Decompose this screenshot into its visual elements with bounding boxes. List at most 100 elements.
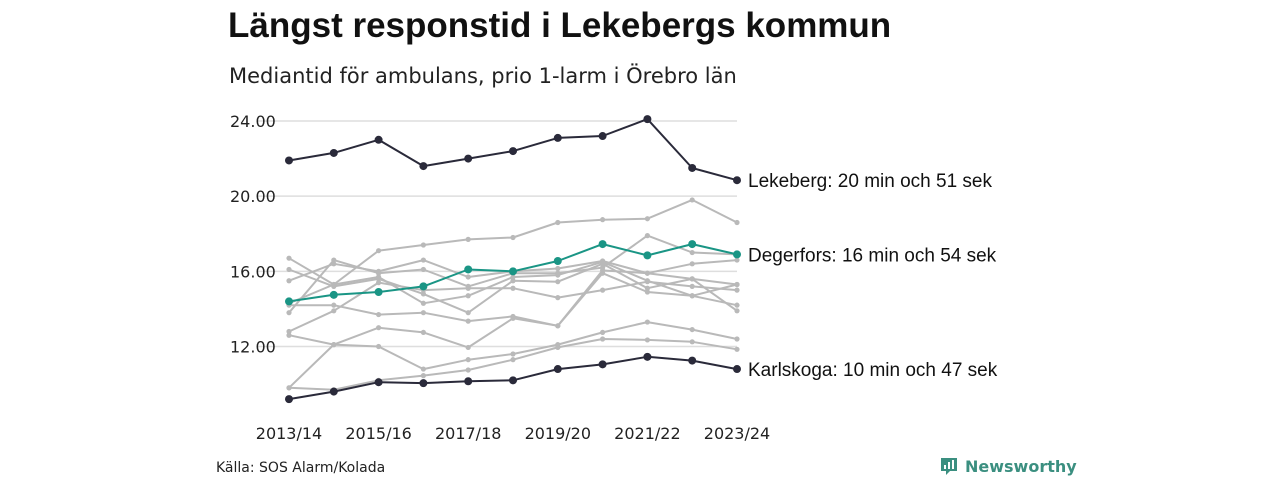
series-end-labels: Lekeberg: 20 min och 51 sek Degerfors: 16… — [748, 171, 998, 381]
source-note: Källa: SOS Alarm/Kolada — [216, 460, 386, 476]
highlight-series-point — [464, 377, 473, 386]
highlight-series-point — [464, 154, 473, 163]
background-series — [286, 197, 740, 393]
background-series-point — [286, 266, 292, 273]
x-tick-label: 2019/20 — [525, 424, 591, 443]
highlight-series-point — [374, 378, 383, 387]
highlight-series-point — [419, 162, 428, 171]
background-series-point — [376, 274, 382, 280]
highlight-series-point — [419, 379, 428, 388]
y-tick-label: 16.00 — [230, 262, 276, 281]
background-series-point — [331, 342, 337, 348]
background-series-point — [644, 279, 651, 285]
background-series-point — [644, 270, 651, 276]
background-series-point — [331, 261, 337, 267]
x-axis-ticks: 2013/14 2015/16 2017/18 2019/20 2021/22 2023/… — [256, 424, 770, 443]
background-series-point — [331, 281, 337, 288]
background-series-point — [465, 310, 471, 316]
background-series-point — [734, 281, 740, 288]
highlight-series-point — [374, 288, 383, 297]
background-series-point — [286, 278, 292, 284]
y-tick-label: 12.00 — [230, 338, 276, 357]
background-series-point — [465, 285, 471, 291]
highlighted-series — [285, 115, 741, 404]
background-series-point — [689, 283, 695, 289]
highlight-series-point — [643, 115, 652, 124]
highlight-series-point — [643, 251, 652, 260]
y-tick-label: 20.00 — [230, 187, 276, 206]
series-end-label: Karlskoga: 10 min och 47 sek — [748, 360, 998, 381]
highlight-series-point — [285, 156, 293, 165]
background-series-point — [644, 337, 651, 343]
background-series-point — [331, 257, 337, 263]
background-series-point — [555, 265, 561, 272]
y-tick-label: 24.00 — [230, 112, 276, 131]
background-series-point — [286, 255, 292, 261]
highlight-series-point — [733, 176, 741, 185]
background-series-point — [376, 343, 382, 350]
background-series-point — [331, 302, 337, 308]
highlight-series-point — [643, 352, 652, 361]
background-series-point — [555, 295, 561, 301]
highlight-series-point — [285, 297, 293, 306]
background-series-point — [465, 293, 471, 299]
highlight-series-point — [329, 387, 338, 396]
highlight-series-point — [598, 360, 607, 369]
background-series-point — [644, 319, 651, 325]
background-series-point — [465, 344, 471, 351]
background-series-point — [510, 315, 516, 321]
highlight-series-point — [688, 356, 697, 365]
highlight-series-point — [464, 265, 473, 274]
highlight-series-point — [733, 250, 741, 259]
background-series-point — [555, 323, 561, 329]
background-series-point — [600, 329, 606, 336]
background-series-point — [600, 336, 606, 342]
x-tick-label: 2015/16 — [345, 424, 411, 443]
background-series-point — [689, 339, 695, 345]
background-series-point — [465, 318, 471, 324]
background-series-point — [510, 234, 516, 241]
highlight-series-point — [733, 365, 741, 374]
highlight-series-point — [329, 148, 338, 157]
highlight-series-point — [509, 267, 517, 276]
highlight-series-point — [285, 395, 293, 404]
background-series-point — [644, 216, 651, 222]
background-series-point — [420, 257, 426, 263]
highlight-series-point — [329, 290, 338, 299]
highlight-series-point — [509, 376, 517, 385]
background-series-point — [689, 326, 695, 333]
background-series-point — [465, 367, 471, 373]
background-series-point — [510, 274, 516, 280]
background-series-point — [286, 310, 292, 316]
background-series-point — [420, 291, 426, 297]
background-series-point — [420, 300, 426, 306]
background-series-point — [420, 329, 426, 336]
background-series-point — [376, 325, 382, 331]
highlight-series-point — [374, 135, 383, 144]
background-series-point — [420, 373, 426, 379]
background-series-point — [286, 328, 292, 335]
background-series-point — [420, 266, 426, 273]
background-series-point — [376, 280, 382, 286]
background-series-point — [465, 236, 471, 242]
background-series-point — [644, 289, 651, 295]
background-series-point — [510, 351, 516, 357]
background-series-point — [689, 276, 695, 282]
brand-name: Newsworthy — [965, 456, 1077, 476]
highlight-series-point — [688, 163, 697, 172]
series-end-label: Lekeberg: 20 min och 51 sek — [748, 171, 992, 192]
y-axis-ticks: 12.00 16.00 20.00 24.00 — [230, 112, 276, 357]
background-series-point — [600, 287, 606, 293]
background-series-point — [644, 285, 651, 291]
highlight-series-point — [598, 132, 607, 141]
background-series-point — [376, 268, 382, 274]
background-series-point — [420, 366, 426, 372]
background-series-point — [734, 302, 740, 308]
background-series-point — [376, 248, 382, 254]
background-series-point — [734, 287, 740, 293]
series-end-label: Degerfors: 16 min och 54 sek — [748, 245, 997, 266]
highlight-series-point — [553, 256, 562, 265]
chart-title: Längst responstid i Lekebergs kommun — [228, 6, 892, 45]
background-series-point — [689, 293, 695, 299]
background-series-point — [286, 332, 292, 338]
